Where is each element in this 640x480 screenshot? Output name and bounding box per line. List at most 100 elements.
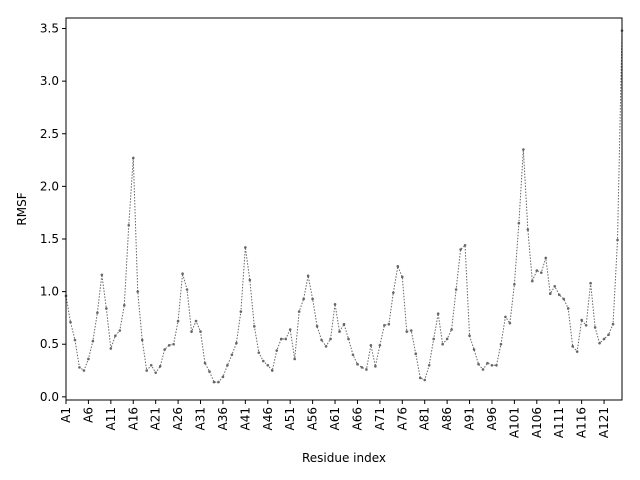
data-point: [293, 357, 296, 361]
y-tick-label: 1.5: [40, 232, 59, 246]
x-tick-label: A76: [395, 407, 409, 430]
data-point: [122, 303, 126, 307]
data-point: [517, 221, 521, 225]
data-point: [275, 349, 279, 352]
x-tick-label: A1: [59, 407, 73, 423]
x-tick-label: A101: [507, 407, 521, 438]
data-point: [261, 359, 265, 363]
data-point: [226, 363, 229, 367]
series-line: [65, 30, 623, 383]
data-point: [136, 290, 140, 293]
y-tick-label: 3.5: [40, 22, 59, 36]
y-axis: 0.0 0.5 1.0 1.5 2.0 2.5 3.0 3.5: [40, 22, 66, 404]
data-point: [508, 321, 512, 325]
data-point: [400, 275, 404, 279]
data-point: [114, 334, 117, 338]
x-tick-label: A41: [238, 407, 252, 430]
data-point: [445, 337, 449, 341]
data-point: [230, 353, 234, 357]
data-point: [149, 363, 153, 367]
data-point: [253, 325, 256, 328]
data-point: [499, 342, 503, 346]
x-tick-label: A36: [216, 407, 230, 430]
x-tick-label: A16: [126, 407, 140, 430]
data-point: [575, 350, 579, 353]
data-point: [481, 368, 485, 371]
data-point: [167, 343, 171, 347]
data-point: [557, 293, 561, 297]
data-point: [212, 380, 216, 384]
data-point: [145, 369, 149, 372]
data-point: [477, 362, 480, 366]
data-point: [288, 328, 292, 331]
x-tick-label: A31: [194, 407, 208, 430]
data-point: [338, 330, 341, 333]
data-point: [531, 279, 534, 283]
data-point: [279, 337, 283, 341]
data-point: [311, 297, 314, 301]
data-point: [69, 320, 72, 324]
x-tick-label: A91: [463, 407, 477, 430]
data-point: [302, 297, 305, 301]
data-point: [369, 343, 373, 347]
data-point: [598, 341, 601, 345]
data-point: [172, 342, 175, 346]
data-point: [244, 246, 247, 249]
data-point: [495, 363, 498, 367]
data-point: [459, 248, 462, 251]
x-tick-label: A96: [485, 407, 499, 430]
data-point: [342, 322, 346, 326]
data-point: [486, 361, 489, 365]
series-layer: [64, 29, 624, 384]
data-point: [566, 307, 570, 310]
data-point: [356, 362, 359, 366]
data-point: [513, 282, 516, 286]
data-point: [584, 323, 588, 327]
plot-frame: [65, 17, 623, 401]
data-point: [427, 363, 431, 367]
x-tick-label: A26: [171, 407, 185, 430]
x-tick-label: A116: [575, 407, 589, 438]
data-point: [374, 365, 377, 368]
data-point: [257, 351, 261, 354]
data-point: [163, 348, 166, 351]
data-point: [432, 337, 435, 341]
data-point: [602, 337, 606, 341]
x-tick-label: A81: [418, 407, 432, 430]
x-tick-label: A21: [149, 407, 163, 430]
data-point: [78, 366, 81, 369]
data-point: [351, 353, 355, 357]
data-point: [580, 318, 583, 322]
data-point: [378, 343, 382, 347]
y-tick-label: 2.5: [40, 127, 59, 141]
data-point: [526, 228, 530, 231]
x-tick-label: A86: [440, 407, 454, 430]
data-point: [131, 156, 135, 160]
data-point: [239, 310, 243, 313]
data-point: [490, 363, 494, 367]
data-point: [235, 341, 238, 345]
data-point: [91, 339, 95, 343]
data-point: [82, 369, 86, 372]
data-point: [333, 302, 337, 306]
x-axis-label: Residue index: [302, 451, 386, 465]
data-point: [181, 272, 184, 276]
data-point: [158, 365, 162, 368]
data-point: [409, 329, 413, 332]
data-point: [468, 334, 471, 338]
x-tick-label: A71: [373, 407, 387, 430]
data-point: [329, 337, 332, 341]
data-point: [73, 338, 77, 342]
data-point: [127, 224, 131, 227]
data-point: [589, 281, 592, 285]
data-point: [360, 366, 364, 369]
data-point: [100, 273, 104, 277]
data-point: [217, 380, 220, 384]
data-point: [324, 345, 328, 348]
data-point: [414, 352, 418, 356]
x-tick-label: A46: [261, 407, 275, 430]
data-point: [194, 319, 198, 323]
x-tick-label: A111: [552, 407, 566, 438]
x-axis: A1 A6 A11 A16 A21 A26 A31 A36 A41 A46 A51 A56 A61 A66…: [59, 400, 611, 438]
